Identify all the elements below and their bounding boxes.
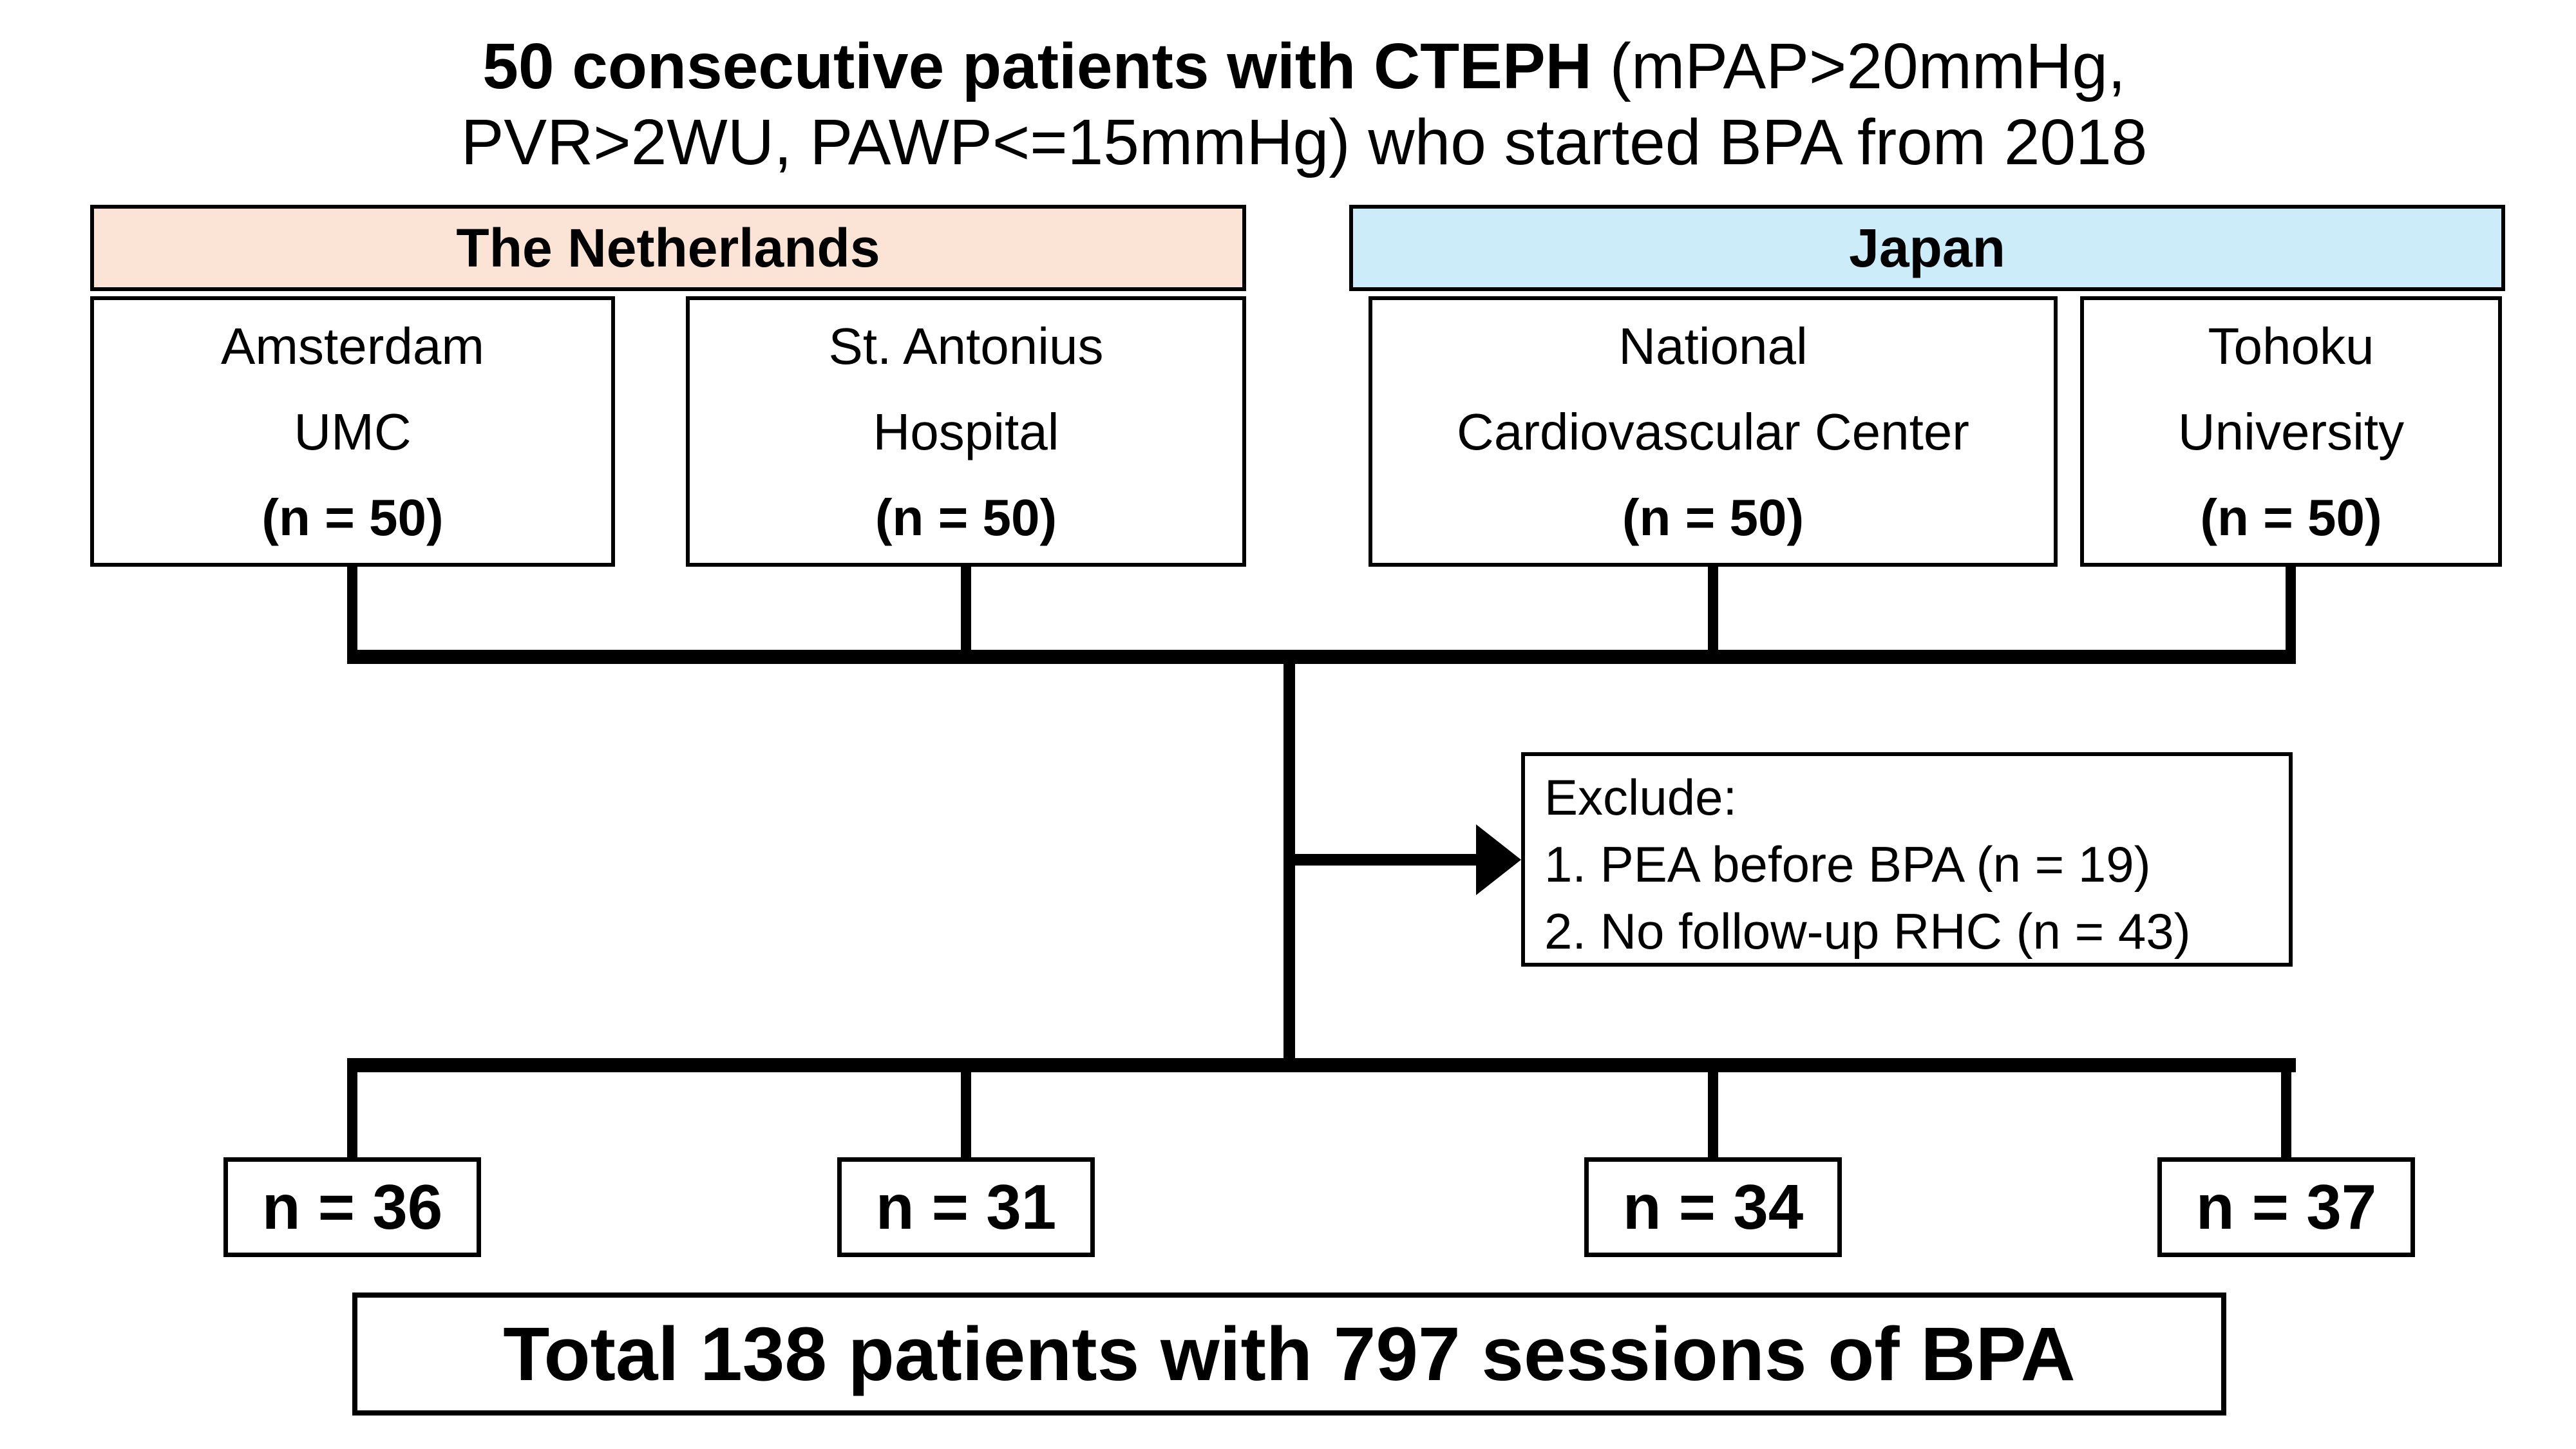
connector-stub-bottom-1 (347, 1072, 357, 1159)
hospital-name-line: Cardiovascular Center (1457, 402, 1969, 460)
hospital-name-line: St. Antonius (828, 317, 1104, 375)
outcome-count: n = 36 (261, 1171, 443, 1242)
hospital-box-st-antonius: St. Antonius Hospital (n = 50) (686, 296, 1246, 567)
group-header-japan-label: Japan (1849, 217, 2005, 278)
hospital-count: (n = 50) (875, 488, 1057, 546)
study-title-line1-bold: 50 consecutive patients with CTEPH (482, 30, 1592, 102)
hospital-box-tohoku-university: Tohoku University (n = 50) (2080, 296, 2502, 567)
outcome-count: n = 37 (2195, 1171, 2377, 1242)
outcome-count: n = 34 (1622, 1171, 1804, 1242)
outcome-box-4: n = 37 (2157, 1157, 2415, 1257)
connector-stub-bottom-2 (961, 1072, 971, 1159)
total-label: Total 138 patients with 797 sessions of … (503, 1311, 2076, 1397)
hospital-count: (n = 50) (261, 488, 444, 546)
hospital-name-line: Tohoku (2208, 317, 2374, 375)
outcome-box-1: n = 36 (223, 1157, 481, 1257)
group-header-netherlands-label: The Netherlands (456, 217, 880, 278)
hospital-name-line: Hospital (873, 402, 1059, 460)
exclude-arrow-shaft (1289, 854, 1477, 866)
group-header-japan: Japan (1349, 205, 2505, 291)
hospital-name-line: National (1618, 317, 1808, 375)
hospital-box-amsterdam-umc: Amsterdam UMC (n = 50) (90, 296, 615, 567)
connector-stub-bottom-3 (1708, 1072, 1718, 1159)
study-title-line1-regular: (mPAP>20mmHg, (1591, 30, 2126, 102)
hospital-name-line: Amsterdam (221, 317, 484, 375)
outcome-box-3: n = 34 (1584, 1157, 1842, 1257)
connector-stub-top-1 (347, 565, 357, 652)
connector-stub-top-3 (1708, 565, 1718, 652)
group-header-netherlands: The Netherlands (90, 205, 1246, 291)
study-title-line1: 50 consecutive patients with CTEPH (mPAP… (322, 28, 2286, 104)
exclude-item-2: 2. No follow-up RHC (n = 43) (1544, 903, 2191, 960)
hospital-count: (n = 50) (1622, 488, 1804, 546)
outcome-count: n = 31 (875, 1171, 1057, 1242)
study-title: 50 consecutive patients with CTEPH (mPAP… (322, 28, 2286, 180)
exclude-heading: Exclude: (1544, 769, 1738, 826)
connector-split-bar (347, 1058, 2296, 1072)
study-title-line2: PVR>2WU, PAWP<=15mmHg) who started BPA f… (460, 106, 2148, 178)
hospital-count: (n = 50) (2200, 488, 2382, 546)
outcome-box-2: n = 31 (837, 1157, 1095, 1257)
exclude-box: Exclude: 1. PEA before BPA (n = 19) 2. N… (1521, 752, 2293, 967)
hospital-name-line: UMC (294, 402, 412, 460)
total-box: Total 138 patients with 797 sessions of … (352, 1293, 2226, 1416)
hospital-box-national-cardiovascular-center: National Cardiovascular Center (n = 50) (1368, 296, 2058, 567)
connector-stub-bottom-4 (2281, 1072, 2291, 1159)
exclude-arrow-head-icon (1476, 824, 1521, 895)
connector-stub-top-2 (961, 565, 971, 652)
hospital-name-line: University (2177, 402, 2405, 460)
connector-merge-bar (347, 650, 2296, 664)
exclude-item-1: 1. PEA before BPA (n = 19) (1544, 836, 2151, 893)
connector-stub-top-4 (2286, 565, 2296, 652)
